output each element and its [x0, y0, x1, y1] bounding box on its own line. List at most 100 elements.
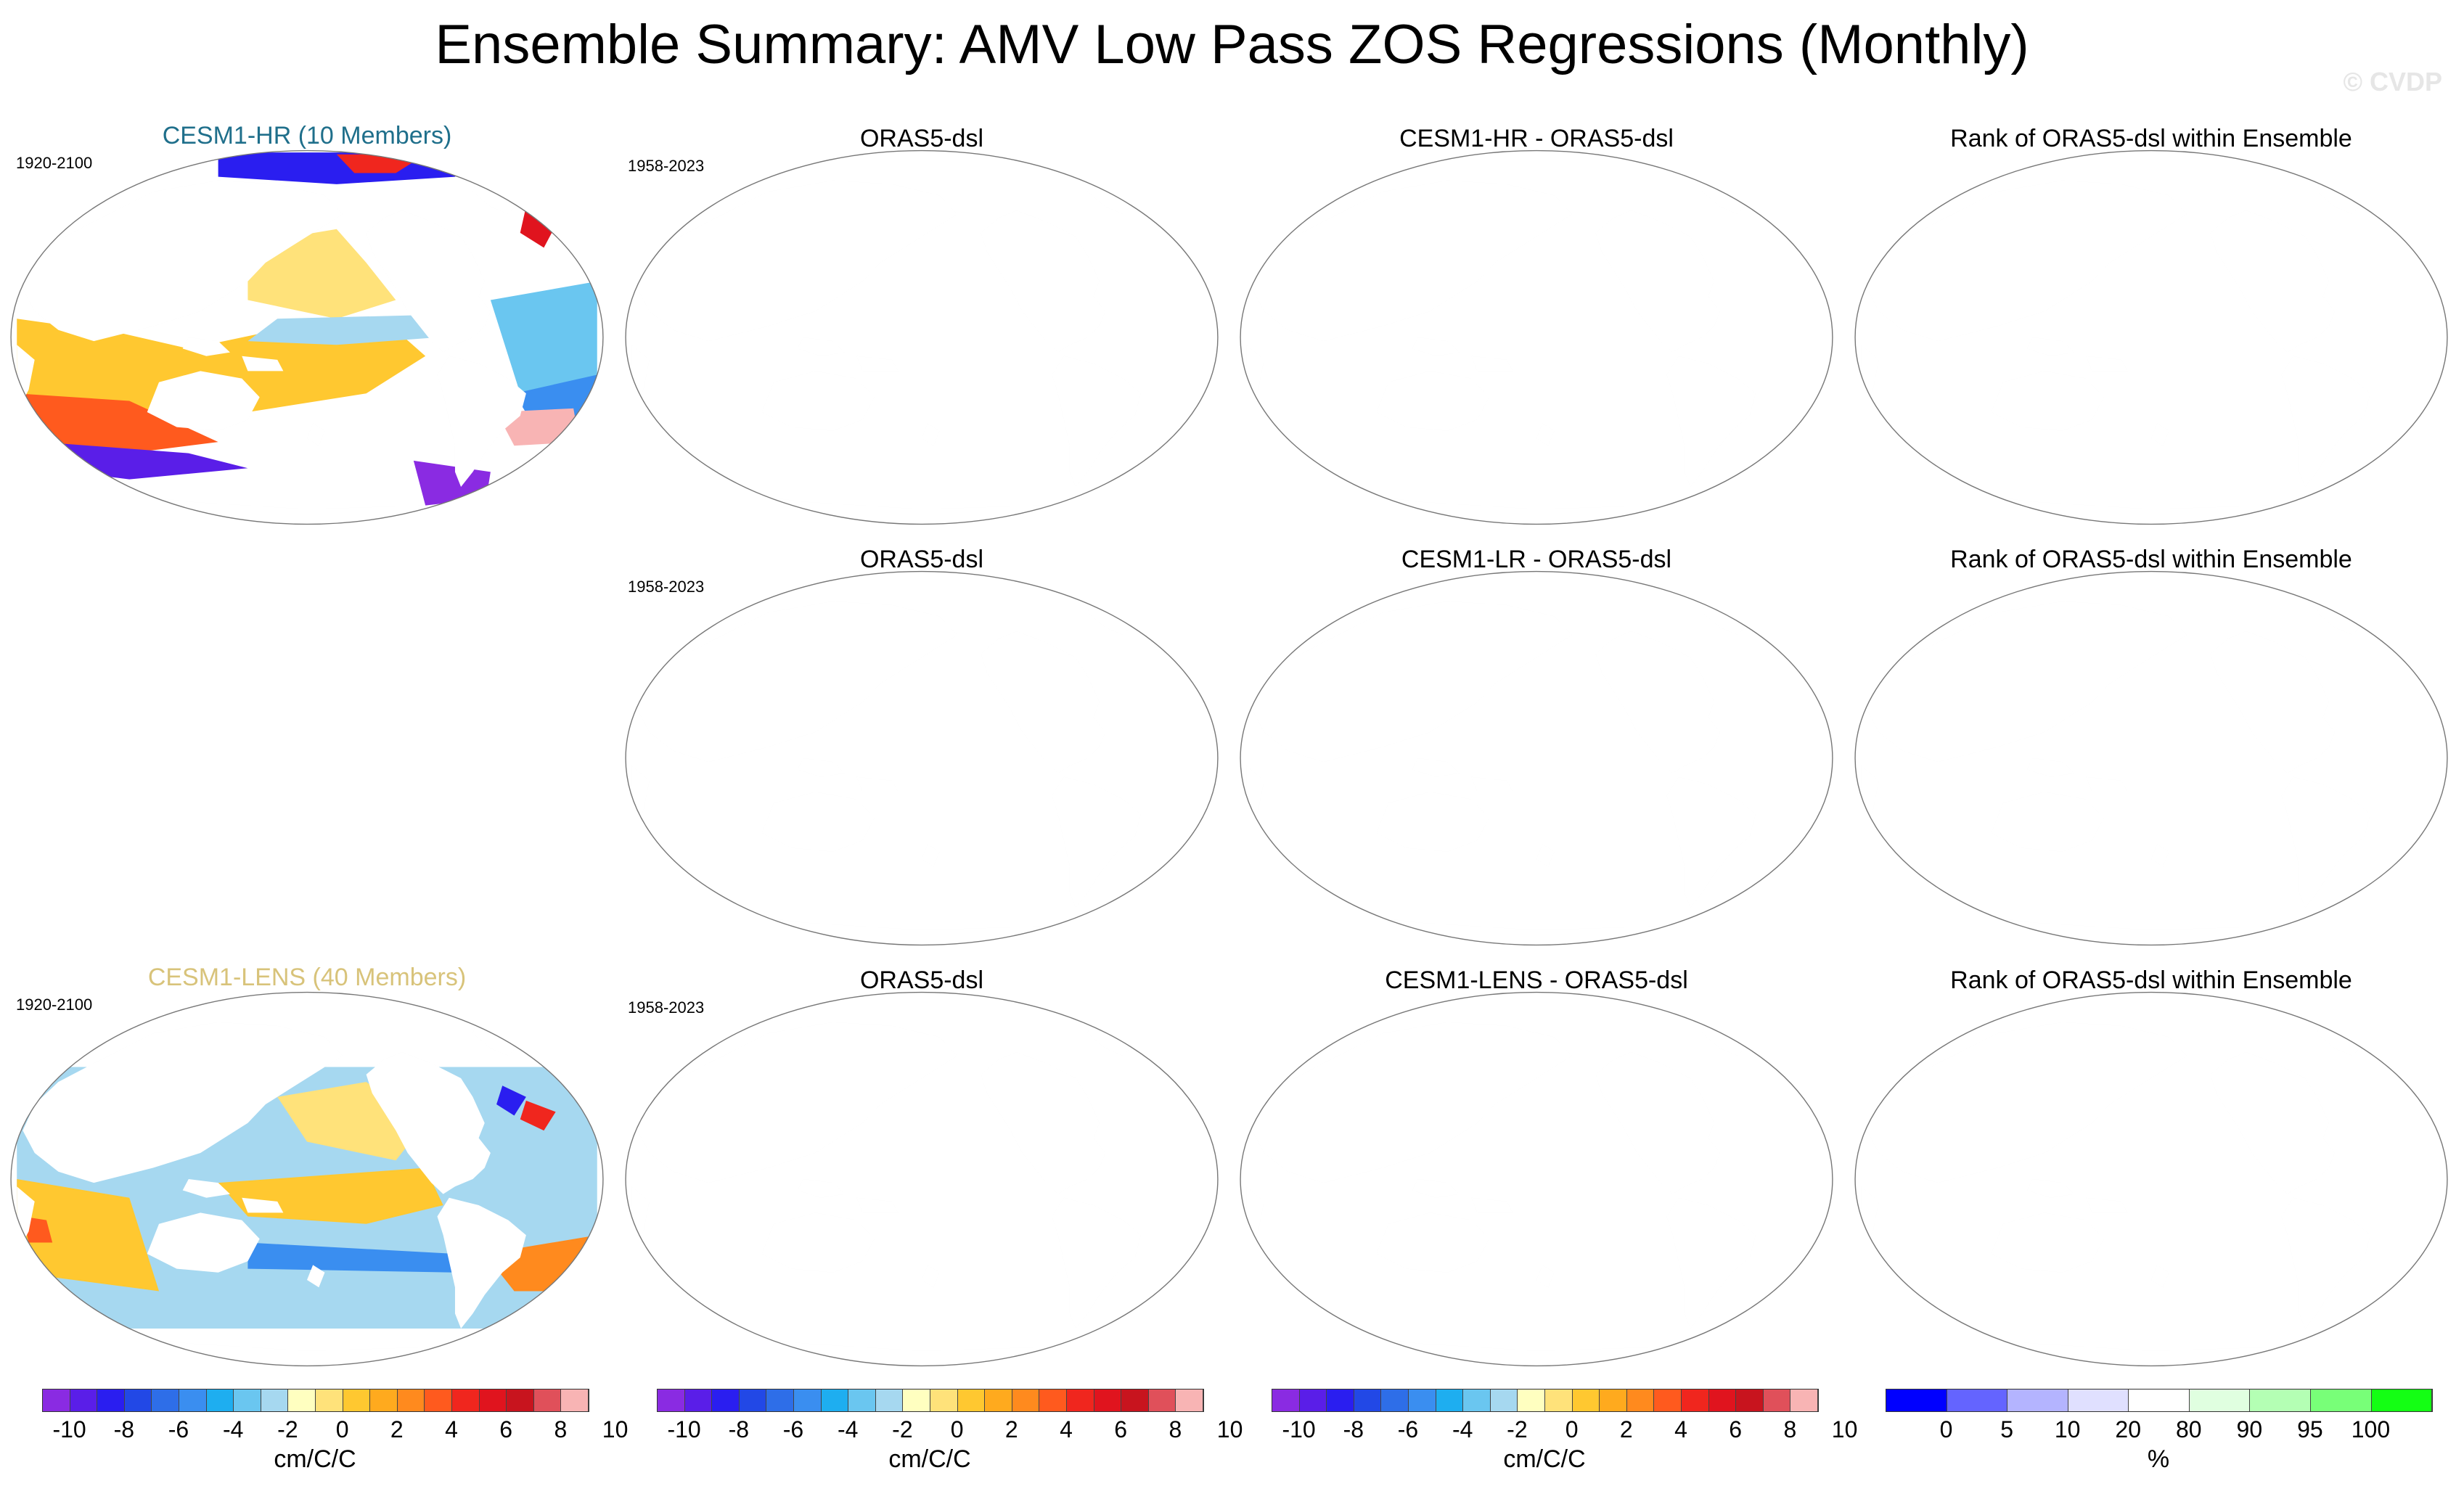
colorbar-swatch — [1572, 1389, 1600, 1411]
coastline-greenland — [1702, 173, 1755, 214]
colorbar-tick-label: 100 — [2351, 1416, 2391, 1442]
map-boundary — [1855, 151, 2447, 525]
obs-period-label: 1958-2023 — [628, 578, 705, 596]
coastline-greenland — [1087, 173, 1140, 214]
coastline-newZealand — [1536, 1265, 1554, 1287]
colorbar-tick-label: 10 — [602, 1416, 629, 1442]
coastline-newGuinea — [1471, 777, 1513, 792]
coastline-australia — [147, 1212, 260, 1272]
coastline-newZealand — [922, 1265, 939, 1287]
coastline-greenland — [1087, 1014, 1140, 1056]
colorbar-2 — [657, 1389, 1204, 1412]
coastline-northAmerica — [981, 631, 1105, 773]
colorbar-tick-label: 8 — [554, 1416, 568, 1442]
colorbar-tick-label: -6 — [1397, 1416, 1419, 1442]
colorbar-swatch — [1299, 1389, 1327, 1411]
coastline-southAmerica — [437, 356, 525, 487]
colorbar-swatch — [1518, 1389, 1545, 1411]
diff-panel-title: CESM1-LENS - ORAS5-dsl — [1385, 966, 1688, 994]
coastline-southAmerica — [1666, 356, 1755, 487]
colorbar-swatch — [288, 1389, 316, 1411]
colorbar-swatch — [2068, 1389, 2129, 1411]
coastline-newGuinea — [856, 777, 898, 792]
colorbar-tick-label: 2 — [1004, 1416, 1018, 1442]
coastline-australia — [1377, 792, 1489, 851]
colorbar-swatch — [1947, 1389, 2008, 1411]
colorbar-swatch — [1681, 1389, 1709, 1411]
coastline-australia — [1377, 371, 1489, 430]
coastline-australia — [762, 1212, 875, 1272]
map-boundary — [11, 993, 603, 1366]
coastline-southAmerica — [2281, 356, 2370, 487]
coastline-newZealand — [922, 844, 939, 866]
colorbar-tick-label: 10 — [1831, 1416, 1858, 1442]
diff-map-1 — [1237, 149, 1835, 526]
coastline-southAmerica — [1666, 777, 1755, 908]
rank-panel-title: Rank of ORAS5-dsl within Ensemble — [1950, 125, 2352, 152]
coastline-australia — [1377, 1212, 1489, 1272]
colorbar-swatch — [1381, 1389, 1409, 1411]
diff-map-3 — [1237, 990, 1835, 1368]
coastline-maritime — [2027, 758, 2074, 777]
map-boundary — [1240, 993, 1833, 1366]
colorbar-tick-label: -6 — [782, 1416, 804, 1442]
coastline-greenland — [1702, 1014, 1755, 1056]
coastline-eurasia — [1252, 1022, 1572, 1183]
coastline-northAmerica — [1596, 631, 1720, 773]
coastline-greenland — [2317, 1014, 2370, 1056]
coastline-eurasia — [637, 1022, 957, 1183]
coastline-northAmerica — [2211, 631, 2335, 773]
colorbar-swatch — [124, 1389, 152, 1411]
coastline-maritime — [1412, 758, 1460, 777]
coastline-newZealand — [307, 423, 324, 446]
colorbar-swatch — [179, 1389, 207, 1411]
colorbar-tick-label: 95 — [2297, 1416, 2323, 1442]
coastline-newZealand — [922, 423, 939, 446]
coastline-africa — [631, 765, 649, 833]
regression-field-region — [17, 393, 218, 453]
diff-panel-title: CESM1-LR - ORAS5-dsl — [1401, 546, 1672, 573]
colorbar-swatch — [1327, 1389, 1354, 1411]
colorbar-swatch — [315, 1389, 343, 1411]
map-boundary — [1240, 151, 1833, 525]
diff-panel-title: CESM1-HR - ORAS5-dsl — [1399, 125, 1674, 152]
coastline-greenland — [472, 1014, 525, 1056]
colorbar-swatch — [658, 1389, 685, 1411]
colorbar-tick-label: -2 — [277, 1416, 298, 1442]
colorbar-tick-label: 2 — [390, 1416, 404, 1442]
colorbar-swatch — [97, 1389, 125, 1411]
coastline-australia — [147, 371, 260, 430]
coastline-eurasia — [1867, 602, 2187, 762]
coastline-newGuinea — [856, 356, 898, 372]
coastline-africa — [1861, 345, 1878, 412]
colorbar-swatch — [1039, 1389, 1067, 1411]
colorbar-swatch — [2189, 1389, 2251, 1411]
colorbar-swatch — [875, 1389, 904, 1411]
coastline-africa — [631, 1186, 649, 1254]
colorbar-tick-label: 8 — [1783, 1416, 1797, 1442]
colorbar-swatch — [848, 1389, 876, 1411]
coastline-newZealand — [1536, 844, 1554, 866]
colorbar-tick-label: 0 — [1939, 1416, 1953, 1442]
coastline-australia — [1992, 371, 2104, 430]
regression-field-region — [247, 1242, 455, 1273]
colorbar-swatch — [451, 1389, 480, 1411]
coastline-newGuinea — [1471, 356, 1513, 372]
colorbar-3 — [1272, 1389, 1819, 1412]
colorbar-swatch — [370, 1389, 398, 1411]
colorbar-swatch — [712, 1389, 740, 1411]
colorbar-swatch — [1654, 1389, 1682, 1411]
colorbar-swatch — [985, 1389, 1012, 1411]
coastline-northAmerica — [2211, 210, 2335, 353]
colorbar-swatch — [684, 1389, 713, 1411]
map-boundary — [1855, 993, 2447, 1366]
coastline-eurasia — [1252, 602, 1572, 762]
colorbar-tick-label: 0 — [950, 1416, 964, 1442]
map-boundary — [11, 151, 603, 525]
coastline-eurasia — [22, 181, 343, 341]
colorbar-tick-label: -10 — [52, 1416, 86, 1442]
coastline-newGuinea — [1471, 1198, 1513, 1213]
colorbar-swatch — [397, 1389, 425, 1411]
colorbar-swatch — [766, 1389, 794, 1411]
rank-map-2 — [1852, 570, 2450, 947]
